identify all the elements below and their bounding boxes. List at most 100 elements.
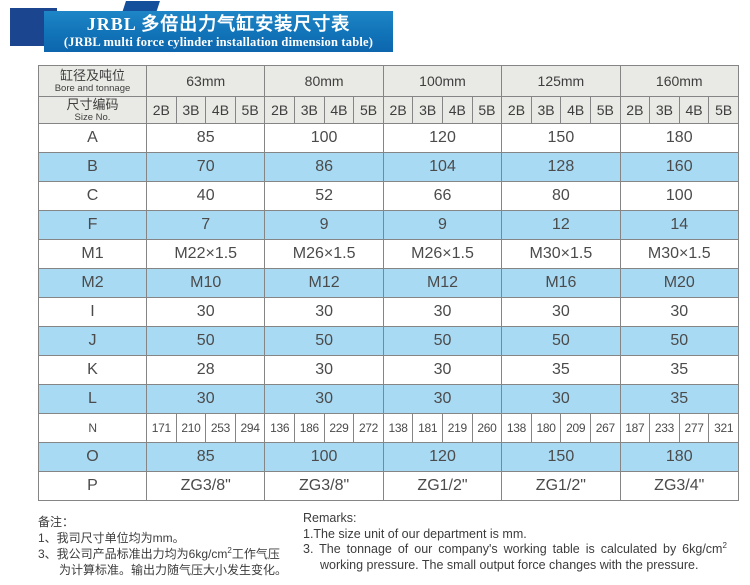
cell-F-80mm: 9: [264, 210, 384, 240]
col-header-bore-125mm: 125mm: [501, 65, 621, 97]
cell-M1-125mm: M30×1.5: [501, 239, 621, 269]
cell-N-160mm-4B: 277: [678, 413, 710, 443]
table-row-N: N 171 210 253 294 136 186 229 272 138 181 219 260 138…: [38, 413, 739, 443]
notes-cn-line1: 1、我司尺寸单位均为mm。: [38, 531, 185, 545]
notes-chinese: 备注： 1、我司尺寸单位均为mm。 3、我公司产品标准出力均为6kg/cm2工作…: [38, 514, 303, 578]
row-label-B: B: [38, 152, 147, 182]
notes-cn-line2: 3、我公司产品标准出力均为6kg/cm2工作气压: [38, 546, 303, 562]
cell-N-63mm-5B: 294: [234, 413, 266, 443]
cell-P-80mm: ZG3/8": [264, 471, 384, 501]
cell-C-100mm: 66: [382, 181, 503, 211]
cell-I-80mm: 30: [264, 297, 384, 327]
cell-N-80mm-4B: 229: [323, 413, 355, 443]
col-header-125mm-2B: 2B: [501, 96, 532, 124]
table-row-I: I 30 30 30 30 30: [38, 297, 739, 327]
cell-L-63mm: 30: [145, 384, 266, 414]
cell-J-160mm: 50: [619, 326, 739, 356]
col-header-63mm-4B: 4B: [205, 96, 236, 124]
col-header-63mm-3B: 3B: [175, 96, 207, 124]
cell-J-63mm: 50: [145, 326, 266, 356]
table-body: A 85 100 120 150 180 B 70 86 104 128 160 C 40 52 66 80 10…: [38, 123, 739, 501]
cell-L-100mm: 30: [382, 384, 503, 414]
notes-en-superscript: 2: [722, 540, 727, 550]
row-label-A: A: [38, 123, 147, 153]
notes-cn-line2-tail: 工作气压: [231, 547, 280, 561]
header-row-size-no: 尺寸编码 Size No. 2B 3B 4B 5B 2B 3B 4B 5B 2B 3B 4B 5B 2B 3B…: [38, 96, 739, 124]
table-row-L: L 30 30 30 30 35: [38, 384, 739, 414]
col-header-bore-63mm: 63mm: [145, 65, 266, 97]
table-row-J: J 50 50 50 50 50: [38, 326, 739, 356]
notes-cn-line3: 为计算标准。输出力随气压大小发生变化。: [59, 563, 288, 577]
corner-bore-tonnage-en: Bore and tonnage: [54, 83, 131, 94]
table-row-F: F 7 9 9 12 14: [38, 210, 739, 240]
cell-K-63mm: 28: [145, 355, 266, 385]
cell-I-63mm: 30: [145, 297, 266, 327]
cell-J-100mm: 50: [382, 326, 503, 356]
table-header: 缸径及吨位 Bore and tonnage 63mm 80mm 100mm 125mm 1…: [38, 65, 739, 124]
dimension-table: 缸径及吨位 Bore and tonnage 63mm 80mm 100mm 125mm 1…: [38, 65, 739, 501]
cell-J-125mm: 50: [501, 326, 621, 356]
cell-M1-100mm: M26×1.5: [382, 239, 503, 269]
cell-N-160mm-3B: 233: [649, 413, 680, 443]
row-label-C: C: [38, 181, 147, 211]
row-label-J: J: [38, 326, 147, 356]
cell-N-125mm-2B: 138: [501, 413, 532, 443]
cell-M2-100mm: M12: [382, 268, 503, 298]
row-label-O: O: [38, 442, 147, 472]
page-subtitle: (JRBL multi force cylinder installation …: [63, 35, 374, 49]
corner-bore-tonnage: 缸径及吨位 Bore and tonnage: [38, 65, 147, 97]
cell-B-100mm: 104: [382, 152, 503, 182]
col-header-160mm-4B: 4B: [678, 96, 710, 124]
row-label-P: P: [38, 471, 147, 501]
cell-L-160mm: 35: [619, 384, 739, 414]
table-row-M2: M2 M10 M12 M12 M16 M20: [38, 268, 739, 298]
cell-N-63mm-3B: 210: [175, 413, 207, 443]
cell-O-160mm: 180: [619, 442, 739, 472]
cell-M2-80mm: M12: [264, 268, 384, 298]
cell-K-125mm: 35: [501, 355, 621, 385]
corner-size-no-cn: 尺寸编码: [66, 97, 119, 113]
row-label-L: L: [38, 384, 147, 414]
col-header-100mm-5B: 5B: [471, 96, 503, 124]
notes-cn-heading: 备注：: [38, 515, 75, 529]
col-header-125mm-5B: 5B: [589, 96, 621, 124]
cell-F-160mm: 14: [619, 210, 739, 240]
table-row-K: K 28 30 30 35 35: [38, 355, 739, 385]
cell-L-125mm: 30: [501, 384, 621, 414]
cell-C-63mm: 40: [145, 181, 266, 211]
cell-M2-160mm: M20: [619, 268, 739, 298]
row-label-F: F: [38, 210, 147, 240]
cell-A-125mm: 150: [501, 123, 621, 153]
cell-K-100mm: 30: [382, 355, 503, 385]
cell-B-80mm: 86: [264, 152, 384, 182]
col-header-bore-100mm: 100mm: [382, 65, 503, 97]
col-header-100mm-4B: 4B: [442, 96, 473, 124]
col-header-80mm-2B: 2B: [264, 96, 295, 124]
cell-N-80mm-2B: 136: [264, 413, 295, 443]
banner-main: JRBL 多倍出力气缸安装尺寸表 (JRBL multi force cylin…: [44, 11, 393, 52]
corner-bore-tonnage-cn: 缸径及吨位: [59, 68, 125, 83]
col-header-125mm-3B: 3B: [530, 96, 562, 124]
notes-english: Remarks: 1.The size unit of our departme…: [303, 511, 750, 573]
cell-N-125mm-4B: 209: [560, 413, 591, 443]
cell-J-80mm: 50: [264, 326, 384, 356]
notes-en-heading: Remarks:: [303, 511, 357, 525]
cell-A-80mm: 100: [264, 123, 384, 153]
cell-K-80mm: 30: [264, 355, 384, 385]
col-header-80mm-4B: 4B: [323, 96, 355, 124]
cell-A-160mm: 180: [619, 123, 739, 153]
cell-F-100mm: 9: [382, 210, 503, 240]
cell-L-80mm: 30: [264, 384, 384, 414]
cell-N-100mm-3B: 181: [412, 413, 443, 443]
cell-P-125mm: ZG1/2": [501, 471, 621, 501]
row-label-I: I: [38, 297, 147, 327]
cell-O-125mm: 150: [501, 442, 621, 472]
header-row-bore: 缸径及吨位 Bore and tonnage 63mm 80mm 100mm 125mm 1…: [38, 65, 739, 97]
cell-B-160mm: 160: [619, 152, 739, 182]
col-header-bore-160mm: 160mm: [619, 65, 739, 97]
corner-size-no: 尺寸编码 Size No.: [38, 96, 147, 124]
cell-K-160mm: 35: [619, 355, 739, 385]
table-row-P: P ZG3/8" ZG3/8" ZG1/2" ZG1/2" ZG3/4": [38, 471, 739, 501]
col-header-80mm-3B: 3B: [294, 96, 325, 124]
